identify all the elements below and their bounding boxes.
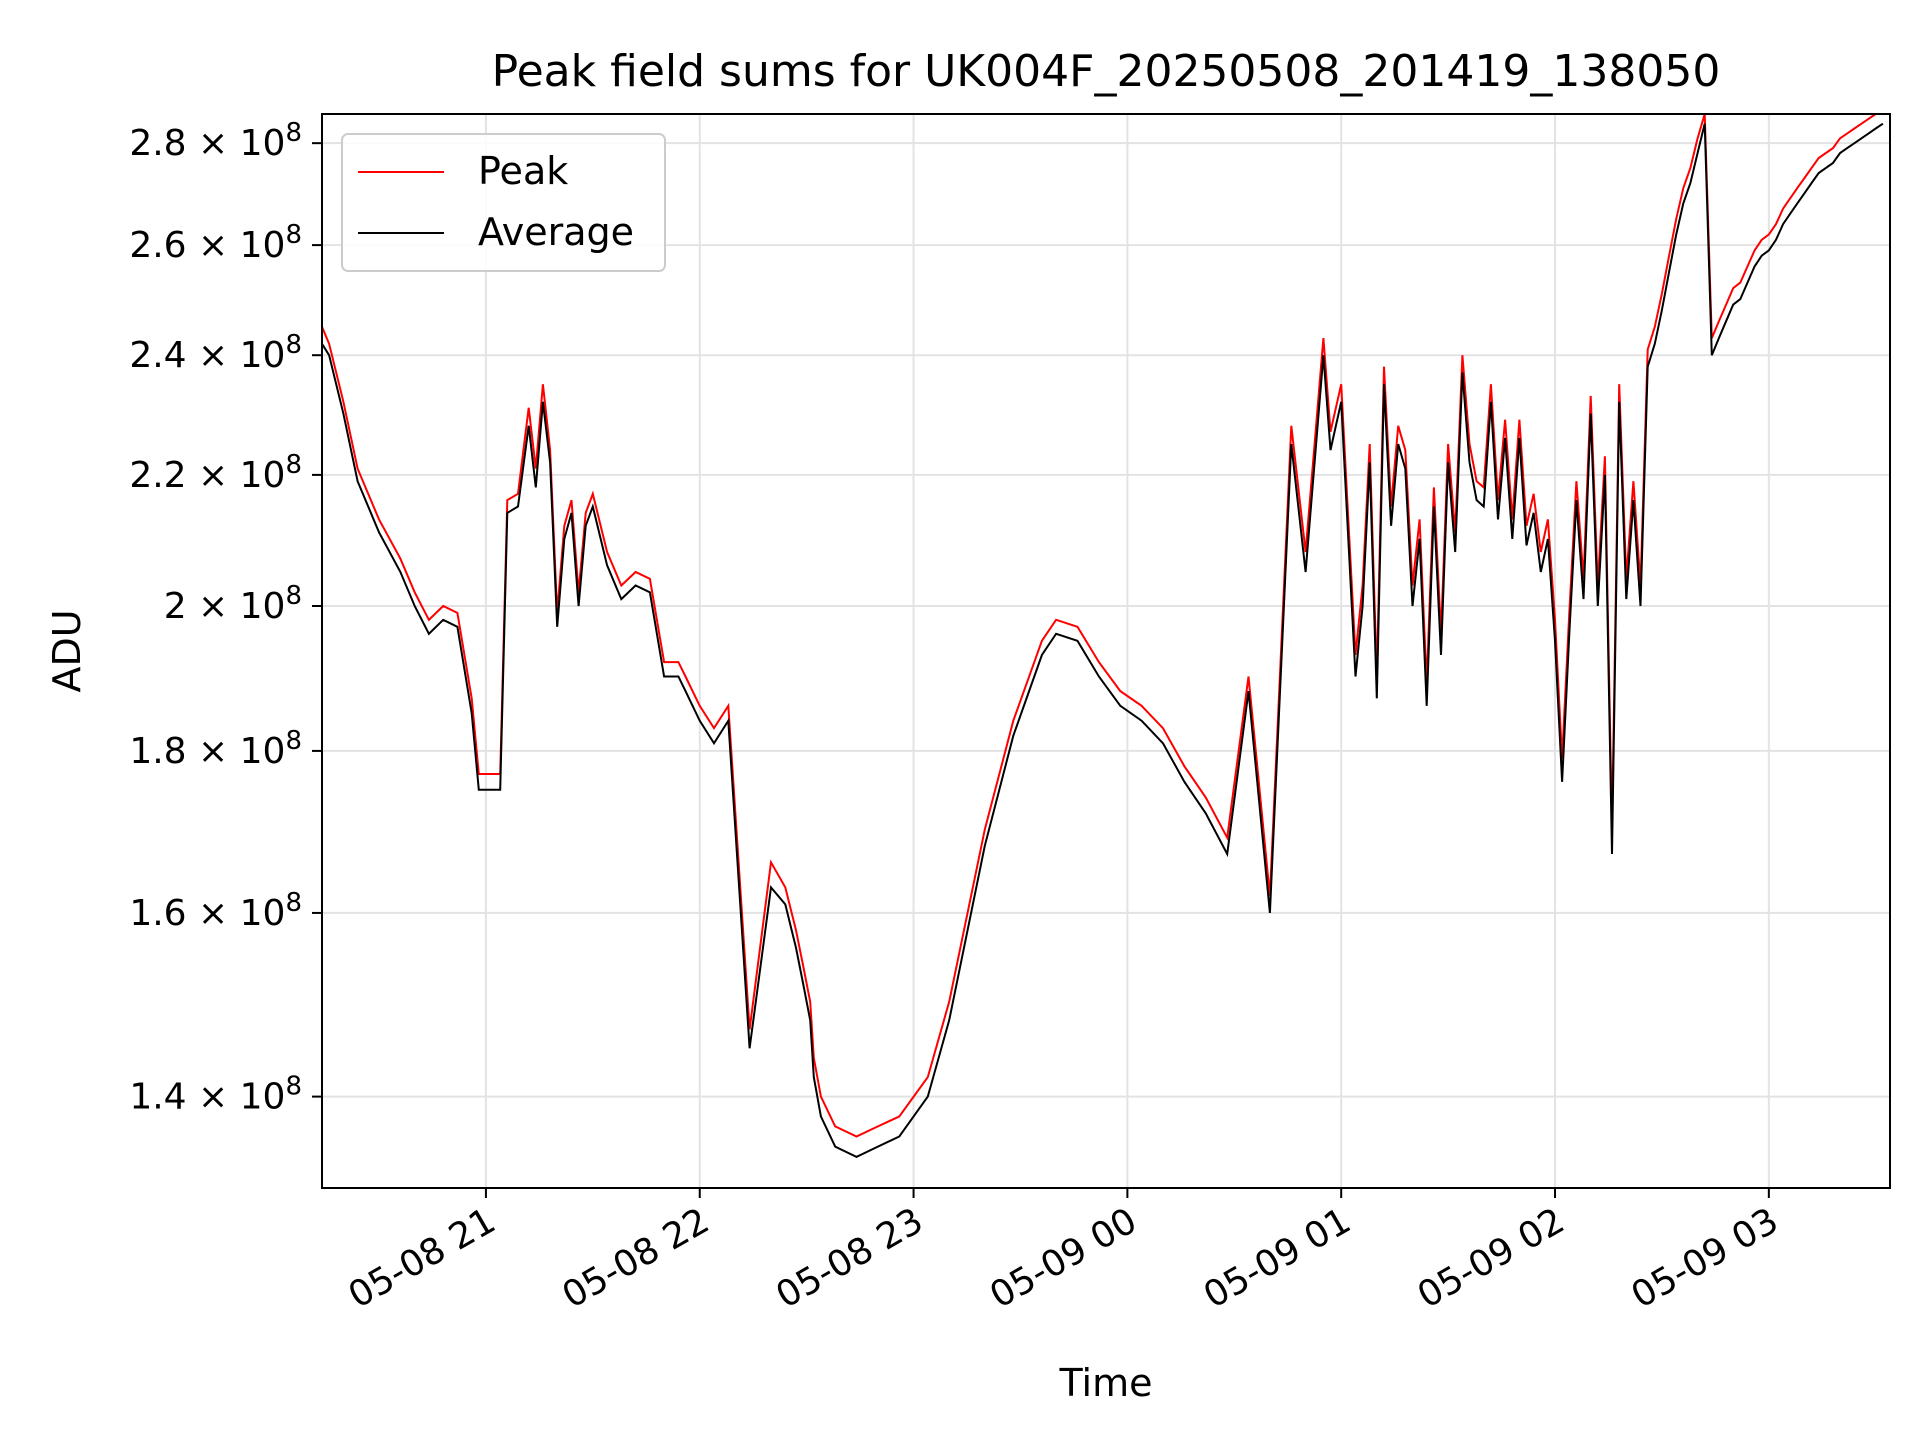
x-axis-label: Time	[1059, 1361, 1153, 1405]
legend-label-peak: Peak	[478, 149, 568, 193]
series-line-average	[322, 122, 1884, 1159]
y-tick-label: 2.4 × 108	[129, 330, 302, 376]
x-tick-label: 05-08 23	[769, 1200, 930, 1316]
x-tick-label: 05-09 01	[1197, 1200, 1358, 1316]
y-tick-label: 2.2 × 108	[129, 450, 302, 496]
x-tick-label: 05-09 00	[983, 1200, 1144, 1316]
y-tick-label: 1.4 × 108	[129, 1072, 302, 1118]
x-tick-label: 05-08 22	[556, 1200, 717, 1316]
plot-frame	[321, 113, 1891, 1189]
chart-title: Peak field sums for UK004F_20250508_2014…	[492, 46, 1721, 97]
legend-box	[341, 133, 666, 272]
y-tick-label: 2.8 × 108	[129, 118, 302, 164]
y-tick-label: 2 × 108	[164, 581, 302, 627]
y-axis-label: ADU	[45, 609, 89, 692]
y-tick-label: 1.6 × 108	[129, 888, 302, 934]
x-axis: 05-08 21 05-08 22 05-08 23 05-09 00 05-09 01…	[342, 1188, 1786, 1317]
x-tick-label: 05-08 21	[342, 1200, 503, 1316]
x-tick-label: 05-09 02	[1411, 1200, 1572, 1316]
x-tick-label: 05-09 03	[1625, 1200, 1786, 1316]
grid-lines	[322, 114, 1890, 1188]
y-tick-label: 1.8 × 108	[129, 726, 302, 772]
y-tick-label: 2.6 × 108	[129, 220, 302, 266]
legend-label-average: Average	[478, 210, 634, 254]
legend: Peak Average	[341, 133, 666, 272]
y-axis: 1.4 × 108 1.6 × 108 1.8 × 108 2 × 108 2.2 × …	[129, 118, 322, 1118]
plot-area	[322, 114, 1884, 1159]
